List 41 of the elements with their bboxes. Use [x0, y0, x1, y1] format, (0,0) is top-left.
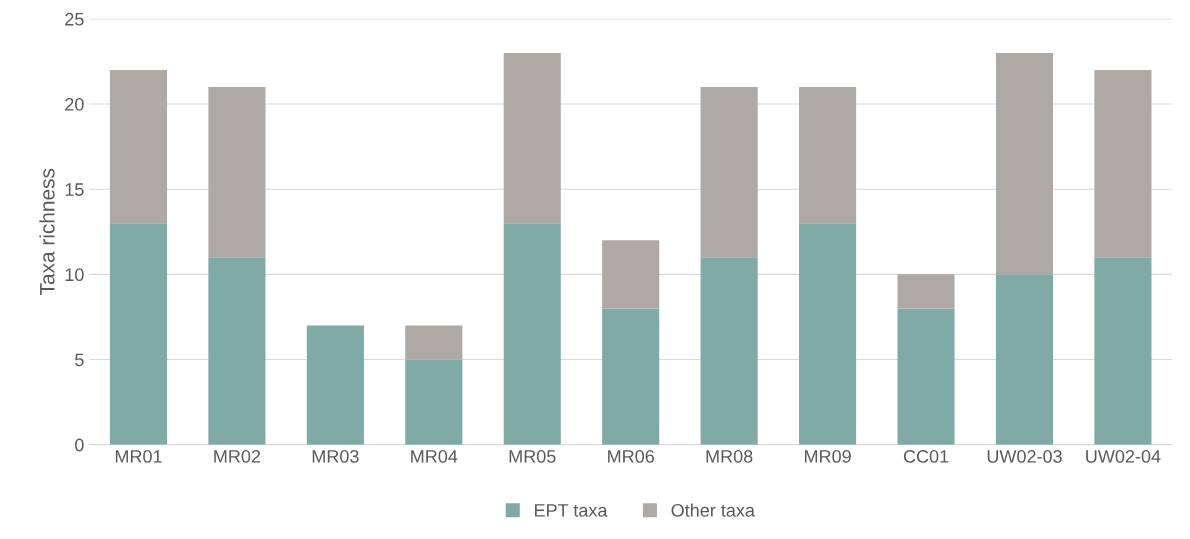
x-tick-label: MR01 [115, 450, 162, 463]
x-tick-label: UW02-03 [987, 450, 1062, 463]
bar [503, 223, 561, 445]
x-tick-label: UW02-04 [1086, 450, 1161, 463]
x-tick-label: MR04 [411, 450, 458, 463]
x-tick-label: MR09 [804, 450, 851, 463]
y-tick-label: 25 [65, 12, 84, 26]
bar [897, 308, 955, 445]
bar [208, 257, 266, 445]
bar [109, 69, 168, 224]
bar [405, 325, 463, 360]
bar [995, 52, 1054, 275]
bar [208, 86, 266, 258]
x-tick-label: MR05 [509, 450, 556, 463]
bar [1094, 69, 1152, 258]
bar [700, 86, 758, 258]
bar [503, 52, 561, 224]
legend-label: Other taxa [671, 503, 755, 517]
x-tick-label: CC01 [903, 450, 949, 463]
bar [799, 86, 857, 224]
bar [109, 223, 168, 445]
y-tick-label: 0 [75, 438, 84, 452]
bar [700, 257, 758, 445]
y-tick-label: 20 [65, 97, 84, 111]
x-tick-label: MR02 [214, 450, 261, 463]
x-tick-label: MR08 [706, 450, 753, 463]
legend-label: EPT taxa [535, 504, 608, 517]
y-tick-label: 15 [65, 183, 84, 196]
x-tick-label: MR03 [312, 450, 359, 463]
y-tick-label: 10 [65, 268, 84, 282]
x-tick-label: MR06 [608, 450, 654, 463]
bar [897, 274, 955, 309]
bar [1094, 257, 1152, 445]
bar [995, 274, 1054, 445]
bar [405, 359, 463, 445]
bar [306, 325, 364, 445]
y-axis-title: Taxa richness [39, 168, 55, 295]
bar [799, 223, 857, 445]
y-tick-label: 5 [75, 353, 84, 367]
bar [602, 240, 660, 309]
bar [602, 308, 660, 445]
